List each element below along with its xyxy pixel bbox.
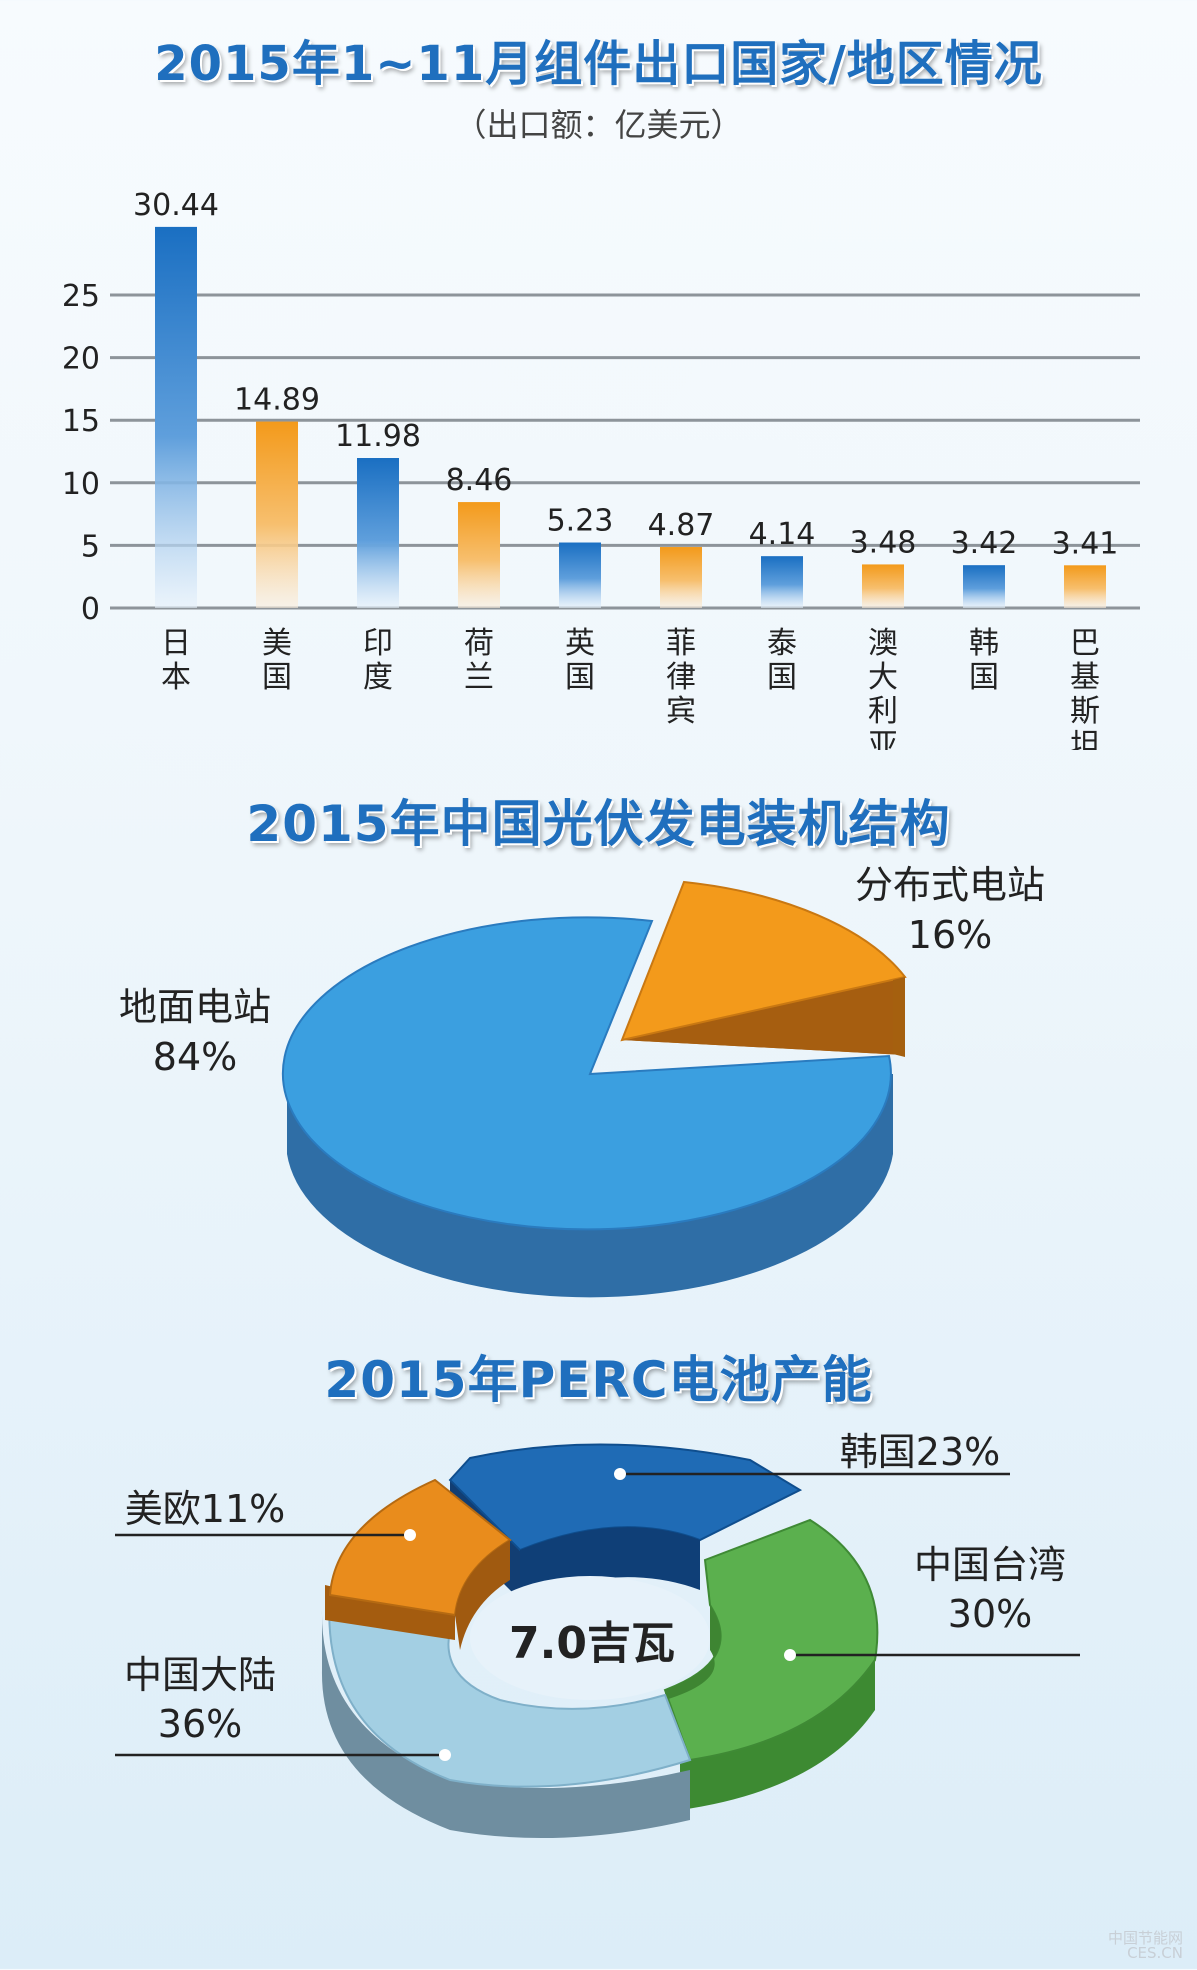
bar-7: [761, 556, 803, 608]
pie-label-distributed: 分布式电站: [855, 863, 1045, 907]
donut-label-korea: 韩国23%: [840, 1430, 1000, 1474]
bar-10: [1064, 565, 1106, 608]
y-tick-label: 20: [62, 342, 100, 377]
watermark-line1: 中国节能网: [1107, 1929, 1183, 1947]
donut-leader-taiwan: [784, 1649, 1080, 1661]
bar-data-label: 14.89: [234, 383, 320, 418]
donut-slice-mainland: [328, 1593, 692, 1788]
bar-chart-subtitle: （出口额：亿美元）: [454, 106, 743, 144]
bar-data-label: 30.44: [133, 188, 219, 223]
donut-chart-title: 2015年PERC电池产能: [324, 1351, 873, 1409]
pie-value-distributed: 16%: [908, 913, 992, 957]
donut-label-useurope: 美欧11%: [125, 1487, 285, 1531]
x-category-label: 巴基斯坦: [1070, 626, 1100, 750]
donut-inner-useurope: [455, 1540, 510, 1650]
bar-data-label: 4.87: [648, 508, 715, 543]
donut-side-mainland: [321, 1610, 690, 1838]
bar-2: [256, 421, 298, 608]
x-category-label: 泰国: [767, 626, 797, 695]
bar-data-label: 3.48: [850, 525, 917, 560]
bar-3: [357, 458, 399, 608]
donut-value-taiwan: 30%: [948, 1592, 1032, 1636]
x-category-label: 韩国: [969, 626, 999, 695]
bar-5: [559, 542, 601, 608]
donut-inner-taiwan: [665, 1605, 721, 1700]
pie-slice-ground: [281, 916, 892, 1231]
x-category-label: 日本: [161, 626, 191, 695]
pie-label-ground: 地面电站: [119, 985, 271, 1029]
y-tick-label: 10: [62, 467, 100, 502]
y-tick-label: 25: [62, 279, 100, 314]
donut-label-mainland: 中国大陆: [124, 1653, 276, 1697]
pie-chart-title: 2015年中国光伏发电装机结构: [246, 795, 951, 853]
y-tick-label: 15: [62, 404, 100, 439]
bar-chart-title: 2015年1~11月组件出口国家/地区情况: [154, 36, 1043, 92]
y-tick-label: 0: [81, 592, 100, 627]
donut-chart: 7.0吉瓦 韩国23% 中国台湾 30% 中国大陆 36% 美欧11%: [115, 1430, 1080, 1838]
x-category-label: 美国: [262, 626, 292, 695]
pie-value-ground: 84%: [153, 1035, 237, 1079]
x-category-label: 英国: [565, 626, 595, 695]
watermark-line2: CES.CN: [1127, 1944, 1183, 1962]
donut-leader-useurope: [115, 1529, 416, 1541]
bar-9: [963, 565, 1005, 608]
bar-data-label: 3.41: [1052, 526, 1119, 561]
bar-4: [458, 502, 500, 608]
bar-data-label: 11.98: [335, 419, 421, 454]
bar-data-label: 8.46: [446, 463, 513, 498]
bar-data-label: 4.14: [749, 517, 816, 552]
donut-hole: [470, 1576, 710, 1700]
pie-slice-distributed-side2: [622, 977, 905, 1055]
donut-center-label: 7.0吉瓦: [509, 1618, 675, 1669]
x-category-label: 菲律宾: [666, 626, 696, 729]
donut-label-taiwan: 中国台湾: [914, 1543, 1066, 1587]
y-tick-label: 5: [81, 529, 100, 564]
bar-data-label: 3.42: [951, 526, 1018, 561]
bar-data-label: 5.23: [547, 504, 614, 539]
pie-slice-distributed: [620, 880, 907, 1042]
x-category-label: 澳大利亚: [868, 626, 898, 750]
bar-8: [862, 564, 904, 608]
pie-slice-distributed-edge: [893, 977, 905, 1057]
pie-chart: 地面电站 84% 分布式电站 16%: [119, 863, 1045, 1298]
donut-leader-mainland: [115, 1749, 451, 1761]
x-category-label: 印度: [363, 626, 393, 695]
bar-1: [155, 226, 197, 608]
donut-leader-korea: [614, 1468, 1010, 1480]
x-category-label: 荷兰: [464, 626, 494, 695]
bar-6: [660, 547, 702, 608]
watermark: 中国节能网 CES.CN: [1108, 1931, 1183, 1961]
bar-chart: 30.44 14.89 11.98 8.46 5.23 4.87 4.14 3.48 3.42 3…: [62, 188, 1140, 750]
donut-value-mainland: 36%: [158, 1702, 242, 1746]
